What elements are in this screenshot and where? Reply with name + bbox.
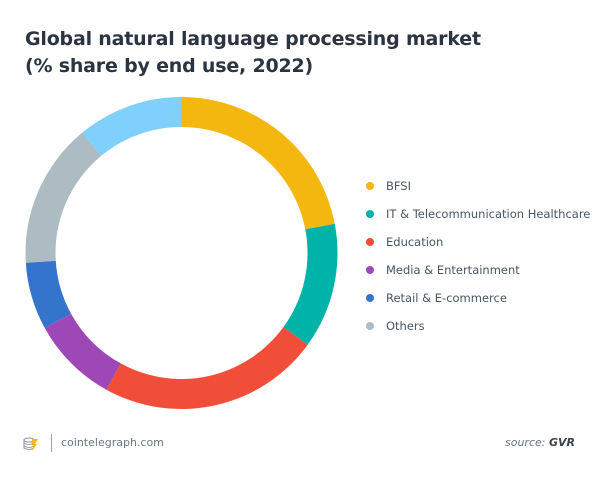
donut-segment-education — [106, 327, 308, 409]
legend-item-it-telecom: IT & Telecommunication Healthcare — [366, 200, 590, 228]
chart-title-line-2: (% share by end use, 2022) — [25, 55, 314, 77]
footer-site-name: cointelegraph.com — [61, 436, 164, 449]
legend-swatch-education — [366, 238, 374, 246]
legend-swatch-retail — [366, 294, 374, 302]
cointelegraph-logo-icon — [23, 437, 38, 451]
chart-legend: BFSI IT & Telecommunication Healthcare E… — [366, 172, 590, 340]
chart-title: Global natural language processing marke… — [25, 26, 481, 80]
legend-swatch-it-telecom — [366, 210, 374, 218]
legend-label: BFSI — [386, 179, 411, 193]
legend-swatch-others — [366, 322, 374, 330]
footer-source: source: GVR — [505, 436, 575, 449]
donut-segment-media-entertainment — [44, 313, 121, 390]
legend-item-bfsi: BFSI — [366, 172, 590, 200]
donut-segment-unlabeled — [82, 97, 182, 156]
legend-label: Others — [386, 319, 425, 333]
legend-item-education: Education — [366, 228, 590, 256]
source-name: GVR — [548, 436, 575, 449]
footer-divider — [51, 434, 52, 452]
donut-segment-it-telecommunication-healthcare — [283, 223, 338, 345]
donut-segment-others — [25, 132, 102, 263]
chart-title-line-1: Global natural language processing marke… — [25, 28, 481, 50]
source-prefix: source: — [505, 436, 549, 449]
legend-label: IT & Telecommunication Healthcare — [386, 207, 591, 221]
legend-item-others: Others — [366, 312, 590, 340]
legend-item-retail: Retail & E-commerce — [366, 284, 590, 312]
legend-swatch-bfsi — [366, 182, 374, 190]
donut-segment-bfsi — [181, 97, 335, 230]
legend-item-media: Media & Entertainment — [366, 256, 590, 284]
donut-segment-retail-e-commerce — [25, 260, 72, 329]
legend-label: Retail & E-commerce — [386, 291, 507, 305]
legend-label: Media & Entertainment — [386, 263, 520, 277]
legend-swatch-media — [366, 266, 374, 274]
legend-label: Education — [386, 235, 444, 249]
